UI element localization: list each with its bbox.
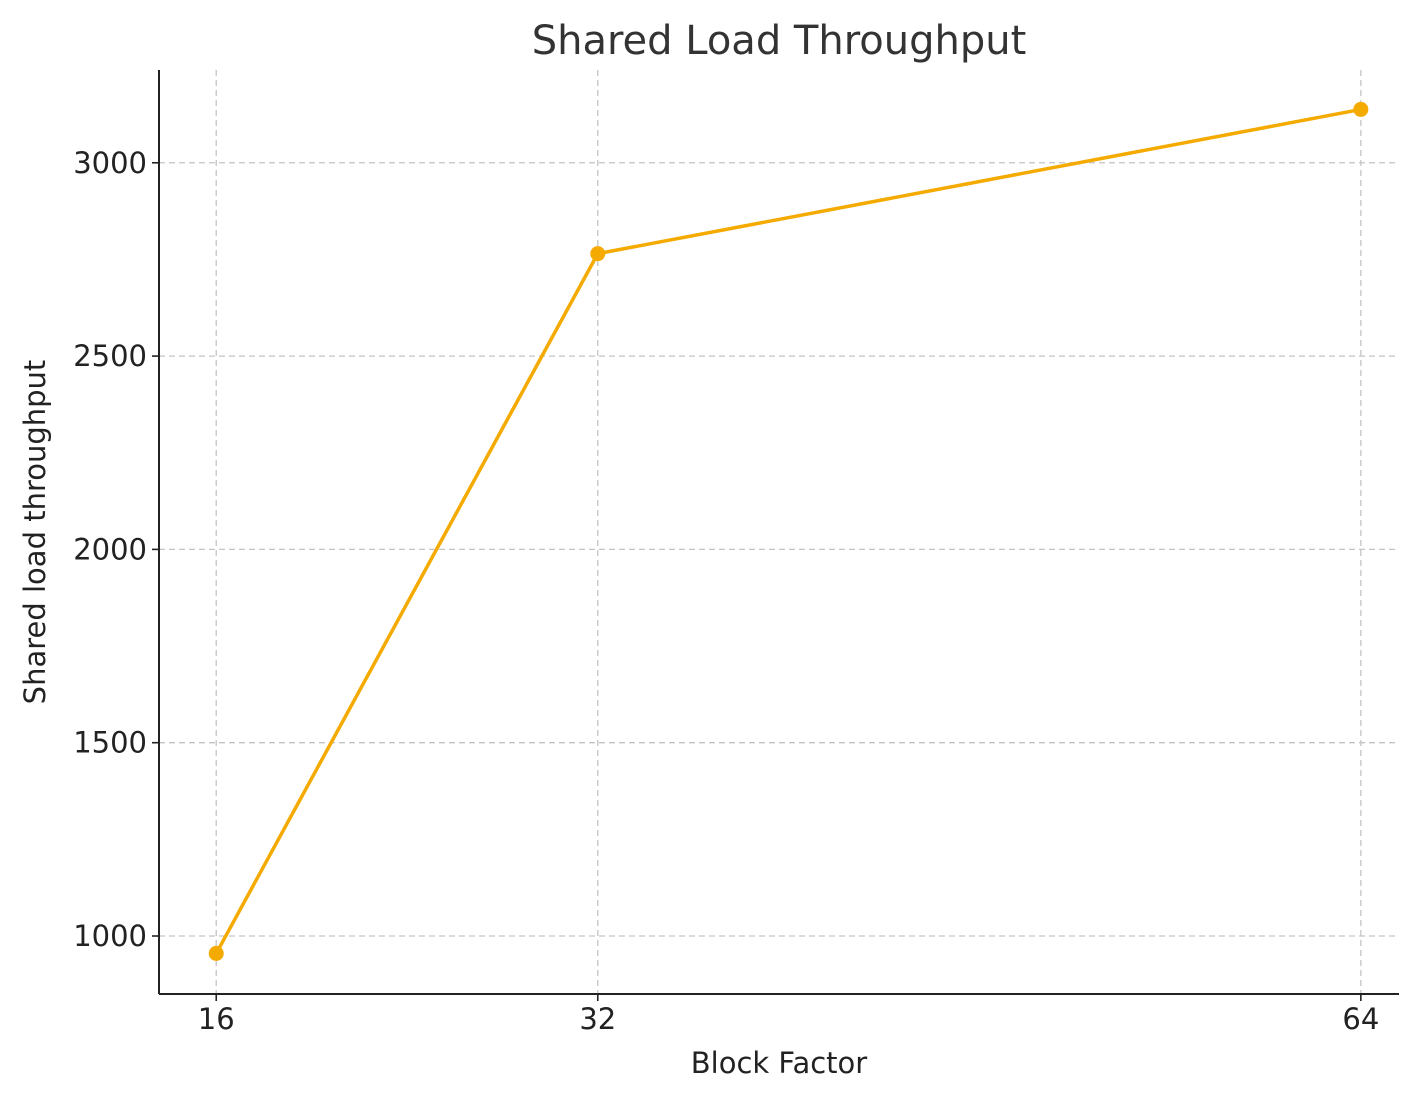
data-point <box>1353 101 1369 117</box>
x-tick-label: 16 <box>198 1002 235 1036</box>
x-tick-label: 64 <box>1342 1002 1379 1036</box>
data-series <box>208 101 1369 961</box>
x-tick-label: 32 <box>579 1002 616 1036</box>
series-line <box>214 107 1362 955</box>
data-point <box>590 246 606 262</box>
y-tick-label: 3000 <box>73 146 147 180</box>
data-point <box>208 945 224 961</box>
axes <box>152 70 1399 1001</box>
chart-title: Shared Load Throughput <box>532 18 1027 64</box>
x-axis-label: Block Factor <box>691 1046 867 1080</box>
y-tick-label: 2500 <box>73 339 147 373</box>
y-tick-label: 2000 <box>73 532 147 566</box>
grid-lines <box>159 70 1399 994</box>
y-tick-label: 1000 <box>73 919 147 953</box>
tick-labels: 16 32 64 1000 1500 2000 2500 3000 <box>73 146 1379 1036</box>
y-axis-label: Shared load throughput <box>18 360 52 705</box>
y-tick-label: 1500 <box>73 726 147 760</box>
